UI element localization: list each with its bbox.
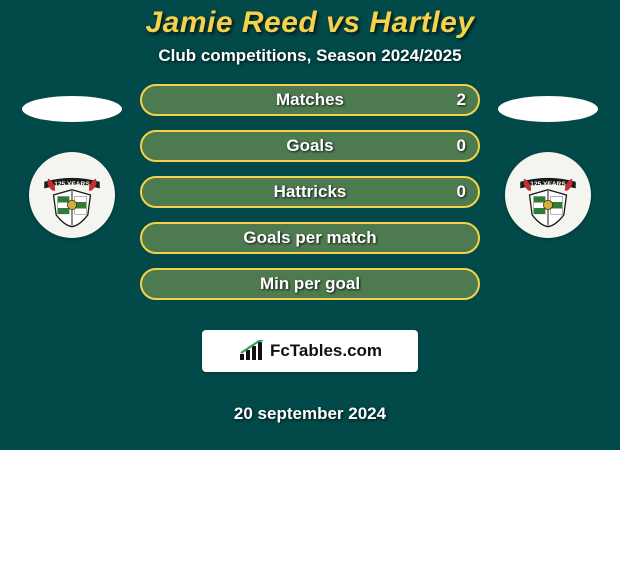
stat-label: Hattricks	[274, 182, 347, 202]
crest-icon: 125 YEARS	[39, 162, 105, 228]
comparison-card: Jamie Reed vs Hartley Club competitions,…	[0, 0, 620, 450]
svg-text:125 YEARS: 125 YEARS	[530, 181, 566, 188]
stat-right-value: 0	[457, 182, 466, 202]
page-subtitle: Club competitions, Season 2024/2025	[0, 46, 620, 66]
stat-row-matches: Matches 2	[140, 84, 480, 116]
right-club-crest: 125 YEARS	[505, 152, 591, 238]
footer-date: 20 september 2024	[140, 404, 480, 424]
stat-right-value: 2	[457, 90, 466, 110]
left-player-column: 125 YEARS	[22, 84, 122, 238]
right-player-avatar-placeholder	[498, 96, 598, 122]
crest-icon: 125 YEARS	[515, 162, 581, 228]
stat-label: Min per goal	[260, 274, 360, 294]
stats-column: Matches 2 Goals 0 Hattricks 0 Goals per …	[140, 84, 480, 424]
stat-right-value: 0	[457, 136, 466, 156]
svg-text:125 YEARS: 125 YEARS	[54, 181, 90, 188]
right-player-column: 125 YEARS	[498, 84, 598, 238]
columns: 125 YEARS Matches 2	[0, 84, 620, 424]
stat-label: Goals	[286, 136, 333, 156]
stat-row-goals-per-match: Goals per match	[140, 222, 480, 254]
stat-label: Goals per match	[243, 228, 376, 248]
left-club-crest: 125 YEARS	[29, 152, 115, 238]
brand-badge[interactable]: FcTables.com	[202, 330, 418, 372]
brand-chart-icon	[238, 340, 266, 362]
brand-text: FcTables.com	[270, 341, 382, 361]
stat-row-hattricks: Hattricks 0	[140, 176, 480, 208]
stat-row-min-per-goal: Min per goal	[140, 268, 480, 300]
stat-row-goals: Goals 0	[140, 130, 480, 162]
stat-label: Matches	[276, 90, 344, 110]
page-title: Jamie Reed vs Hartley	[0, 6, 620, 40]
left-player-avatar-placeholder	[22, 96, 122, 122]
